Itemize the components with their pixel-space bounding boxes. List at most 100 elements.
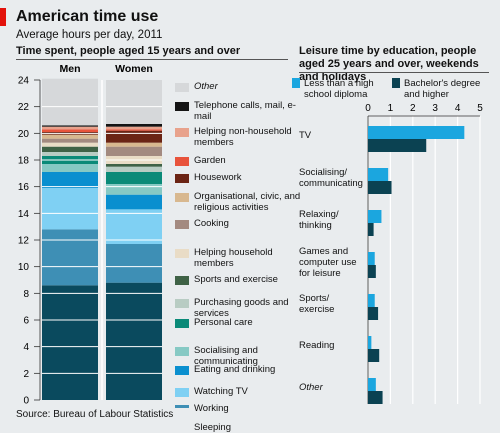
y-tick-label: 24 <box>18 76 30 87</box>
y-tick-label: 6 <box>23 316 29 327</box>
bar-segment <box>106 166 162 172</box>
y-tick-label: 14 <box>18 209 30 220</box>
category-label: Other <box>299 382 323 393</box>
bar-segment <box>106 184 162 195</box>
y-tick-label: 0 <box>23 396 29 407</box>
legend-swatch <box>175 157 189 166</box>
legend-label: Helping household members <box>194 247 273 269</box>
right-chart-heading: Leisure time by education, people aged 2… <box>299 45 479 83</box>
legend-label: Personal care <box>194 317 253 328</box>
category-label: Men <box>60 63 81 75</box>
legend-label: Watching TV <box>194 386 248 397</box>
bar <box>368 391 383 404</box>
legend-label: Socialising and communicating <box>194 345 258 367</box>
legend-label: Working <box>194 403 229 414</box>
bar-segment <box>106 194 162 210</box>
bar-segment <box>42 125 98 127</box>
bar-segment <box>106 142 162 147</box>
bar <box>368 378 376 391</box>
category-label: TV <box>299 130 312 141</box>
legend-swatch <box>175 388 189 397</box>
y-tick-label: 12 <box>18 236 30 247</box>
bar-segment <box>42 164 98 172</box>
bar-segment <box>106 209 162 244</box>
bar-segment <box>106 164 162 167</box>
legend-label: Sports and exercise <box>194 274 278 285</box>
bar-segment <box>42 134 98 139</box>
y-tick-label: 22 <box>18 102 30 113</box>
legend-swatch <box>175 276 189 285</box>
legend-swatch <box>175 83 189 92</box>
legend-swatch <box>292 78 300 88</box>
category-label: Reading <box>299 340 335 351</box>
bar <box>368 294 375 307</box>
bar-segment <box>42 152 98 156</box>
legend-label: Housework <box>194 172 242 183</box>
bar <box>368 126 465 139</box>
category-label: Games and computer use for leisure <box>299 246 357 279</box>
bar <box>368 265 376 278</box>
x-tick-label: 0 <box>365 103 371 114</box>
bar-segment <box>42 78 98 126</box>
x-tick-label: 2 <box>410 103 416 114</box>
category-label: Women <box>115 63 153 75</box>
x-tick-label: 3 <box>432 103 438 114</box>
brand-tab <box>0 8 6 26</box>
legend-label: Telephone calls, mail, e-mail <box>194 100 296 122</box>
x-tick-label: 1 <box>388 103 394 114</box>
category-label: Sports/ exercise <box>299 293 335 315</box>
left-heading-rule <box>16 59 288 60</box>
bar-segment <box>42 229 98 286</box>
bar-segment <box>42 188 98 230</box>
bar-segment <box>42 129 98 132</box>
y-tick-label: 20 <box>18 129 30 140</box>
bar <box>368 223 374 236</box>
y-tick-label: 4 <box>23 342 29 353</box>
legend-swatch <box>175 347 189 356</box>
bar-segment <box>106 80 162 124</box>
legend-swatch <box>175 220 189 229</box>
legend-label: Cooking <box>194 218 229 229</box>
bar-segment <box>42 126 98 130</box>
category-label: Socialising/ communicating <box>299 167 363 189</box>
bar-segment <box>42 138 98 143</box>
legend-swatch <box>175 366 189 375</box>
bar <box>368 252 375 265</box>
bar <box>368 349 380 362</box>
bar-segment <box>106 129 162 131</box>
x-tick-label: 5 <box>477 103 483 114</box>
y-tick-label: 2 <box>23 369 29 380</box>
legend-swatch <box>175 102 189 111</box>
bar <box>368 168 389 181</box>
bar <box>368 210 382 223</box>
bar-segment <box>106 126 162 130</box>
leisure-bar-chart: 0 1 2 3 4 5 <box>292 78 483 404</box>
legend-label: Less than a high school diploma <box>304 78 374 100</box>
bar-segment <box>106 172 162 184</box>
legend-label: Purchasing goods and services <box>194 297 289 319</box>
bar-segment <box>106 244 162 283</box>
bar-segment <box>106 124 162 127</box>
y-tick-label: 8 <box>23 289 29 300</box>
legend-swatch <box>175 405 189 408</box>
legend-swatch <box>175 174 189 183</box>
left-chart-heading: Time spent, people aged 15 years and ove… <box>16 45 241 57</box>
legend-swatch <box>175 128 189 137</box>
category-label: Relaxing/ thinking <box>299 209 339 231</box>
legend-swatch <box>392 78 400 88</box>
legend-swatch <box>175 319 189 328</box>
legend-swatch <box>175 249 189 258</box>
right-heading-rule <box>299 72 489 73</box>
bar <box>368 307 379 320</box>
bar <box>368 139 427 152</box>
legend-label: Garden <box>194 155 226 166</box>
legend-label: Organisational, civic, and religious act… <box>194 191 301 213</box>
page-subtitle: Average hours per day, 2011 <box>16 29 163 41</box>
bar-segment <box>42 142 98 147</box>
legend-label: Eating and drinking <box>194 364 276 375</box>
bar-segment <box>106 282 162 400</box>
y-tick-label: 10 <box>18 262 30 273</box>
bar-segment <box>42 146 98 152</box>
bar-segment <box>42 285 98 400</box>
